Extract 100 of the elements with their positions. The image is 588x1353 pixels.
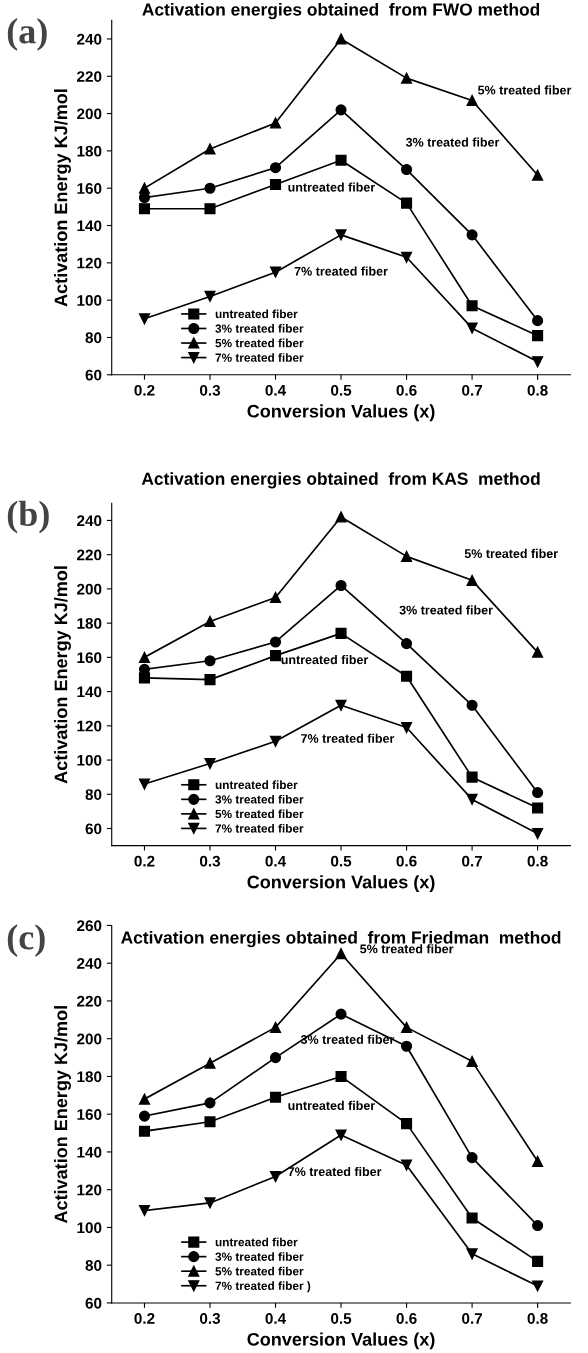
point xyxy=(466,793,478,805)
x-tick-label: 0.7 xyxy=(462,855,483,867)
legend-label: 7% treated fiber xyxy=(215,353,304,362)
annotation: 7% treated fiber xyxy=(301,733,395,743)
x-tick-label: 0.5 xyxy=(331,1313,352,1324)
point xyxy=(269,266,282,278)
point xyxy=(466,1248,478,1260)
point xyxy=(138,1204,151,1217)
y-tick-label: 240 xyxy=(77,515,102,527)
point xyxy=(138,313,151,325)
point xyxy=(269,1052,282,1064)
x-tick-label: 0.8 xyxy=(527,1313,548,1324)
point xyxy=(204,143,216,155)
text: (c) xyxy=(7,924,45,957)
annotation: untreated fiber xyxy=(288,1100,375,1110)
legend-label: untreated fiber xyxy=(215,1237,298,1247)
point xyxy=(401,721,413,734)
legend-label: 5% treated fiber xyxy=(215,338,304,348)
point xyxy=(269,178,282,191)
y-axis-title: Activation Energy KJ/mol xyxy=(54,89,71,307)
point xyxy=(138,203,151,215)
legend-label: 7% treated fiber ) xyxy=(215,1281,311,1293)
point xyxy=(466,771,478,783)
point xyxy=(335,1070,347,1083)
legend-label: 3% treated fiber xyxy=(215,794,304,804)
legend-label: 3% treated fiber xyxy=(215,324,304,333)
x-tick-label: 0.2 xyxy=(134,855,155,867)
point xyxy=(269,1021,282,1033)
y-tick-label: 220 xyxy=(77,71,102,82)
y-tick-label: 160 xyxy=(77,1109,102,1120)
point xyxy=(401,1118,413,1130)
text: (a) xyxy=(7,18,47,51)
x-tick-label: 0.3 xyxy=(199,1313,221,1324)
legend-label: 3% treated fiber xyxy=(215,1252,304,1261)
y-tick-label: 80 xyxy=(85,332,102,344)
x-tick-label: 0.5 xyxy=(331,855,352,867)
point xyxy=(532,646,544,658)
point xyxy=(335,154,347,166)
point xyxy=(466,574,478,586)
point xyxy=(335,699,347,711)
point xyxy=(335,33,347,45)
annotation: 3% treated fiber xyxy=(300,1034,395,1044)
x-tick-label: 0.3 xyxy=(199,384,221,396)
x-tick-label: 0.8 xyxy=(527,855,548,867)
point xyxy=(401,670,413,682)
y-tick-label: 100 xyxy=(77,1222,102,1234)
point xyxy=(138,1093,151,1105)
point xyxy=(269,1091,282,1103)
point xyxy=(466,94,478,107)
point xyxy=(401,163,413,176)
x-tick-label: 0.2 xyxy=(134,384,155,396)
y-tick-label: 60 xyxy=(85,369,102,381)
x-tick-label: 0.6 xyxy=(396,855,417,867)
annotation: 5% treated fiber xyxy=(464,548,558,559)
y-tick-label: 120 xyxy=(77,1184,102,1196)
text: (b) xyxy=(7,500,49,534)
x-tick-label: 0.4 xyxy=(265,384,287,396)
y-tick-label: 200 xyxy=(77,583,102,595)
annotation: 7% treated fiber xyxy=(294,266,388,276)
y-tick-label: 120 xyxy=(77,720,102,732)
y-tick-label: 180 xyxy=(77,617,102,629)
point xyxy=(269,636,282,648)
point xyxy=(204,757,216,770)
point xyxy=(335,511,347,523)
annotation: 3% treated fiber xyxy=(405,137,500,147)
point xyxy=(138,182,151,194)
x-tick-label: 0.2 xyxy=(134,1313,155,1324)
point xyxy=(466,699,478,711)
point xyxy=(401,72,413,84)
x-tick-label: 0.6 xyxy=(396,1313,417,1324)
x-axis-title: Conversion Values (x) xyxy=(247,404,435,422)
y-tick-label: 120 xyxy=(77,257,102,269)
x-tick-label: 0.5 xyxy=(331,384,352,396)
point xyxy=(401,638,413,650)
y-axis-title: Activation Energy KJ/mol xyxy=(54,566,71,784)
point xyxy=(269,117,282,129)
point xyxy=(204,674,216,686)
point xyxy=(532,315,544,327)
annotation: untreated fiber xyxy=(281,654,369,665)
annotation: 5% treated fiber xyxy=(477,85,572,95)
point xyxy=(138,651,151,663)
y-tick-label: 240 xyxy=(77,33,102,45)
point xyxy=(532,1219,544,1232)
point xyxy=(532,787,544,799)
y-tick-label: 60 xyxy=(85,1297,102,1309)
annotation: 7% treated fiber xyxy=(288,1166,382,1177)
point xyxy=(532,330,544,342)
legend-label: 5% treated fiber xyxy=(215,809,304,819)
point xyxy=(466,229,478,241)
point xyxy=(335,229,347,241)
point xyxy=(532,1155,544,1167)
point xyxy=(204,1116,216,1128)
point xyxy=(204,290,216,302)
y-tick-label: 220 xyxy=(77,549,102,561)
x-tick-label: 0.4 xyxy=(265,1313,287,1324)
point xyxy=(401,1021,413,1033)
point xyxy=(401,550,413,562)
x-tick-label: 0.4 xyxy=(265,855,287,867)
y-axis-title: Activation Energy KJ/mol xyxy=(54,1006,71,1224)
chart-title: Activation energies obtained from FWO method xyxy=(142,2,540,20)
